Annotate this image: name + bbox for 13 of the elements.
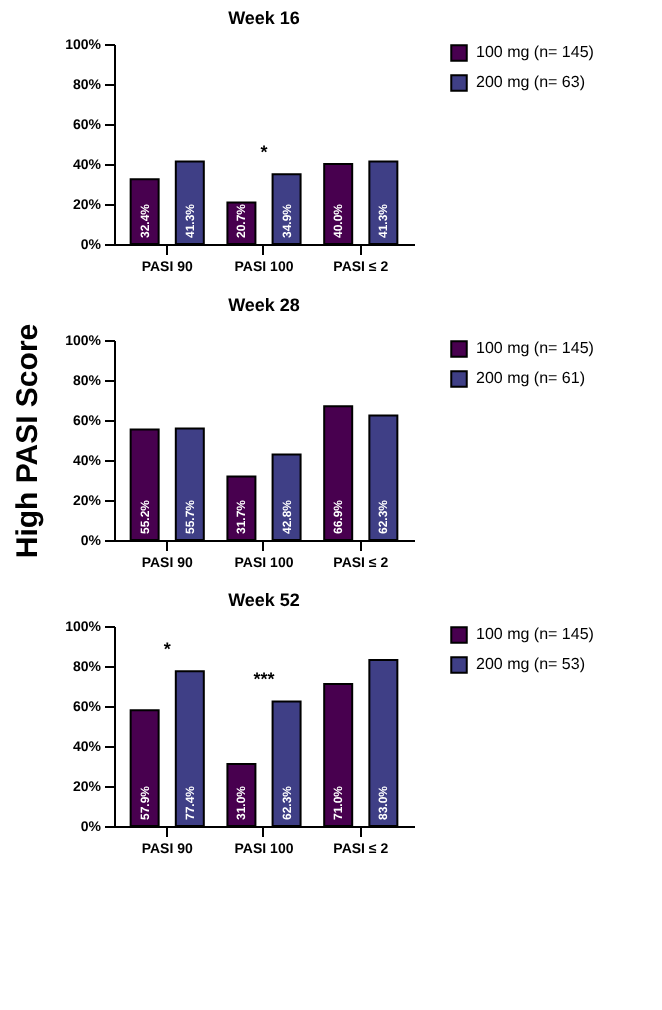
chart-title: Week 52 [228, 590, 300, 610]
legend-label: 200 mg (n= 63) [476, 73, 586, 91]
y-axis-title: High PASI Score [11, 323, 45, 559]
chart-title: Week 16 [228, 8, 300, 28]
annotation: * [260, 142, 269, 163]
annotation: *** [253, 669, 276, 690]
legend-label: 100 mg (n= 145) [476, 625, 595, 643]
legend-label: 100 mg (n= 145) [476, 43, 595, 61]
annotation: * [163, 639, 172, 660]
legend-label: 100 mg (n= 145) [476, 339, 595, 357]
legend-label: 200 mg (n= 61) [476, 369, 586, 387]
legend-label: 200 mg (n= 53) [476, 655, 586, 673]
chart-title: Week 28 [228, 294, 300, 315]
